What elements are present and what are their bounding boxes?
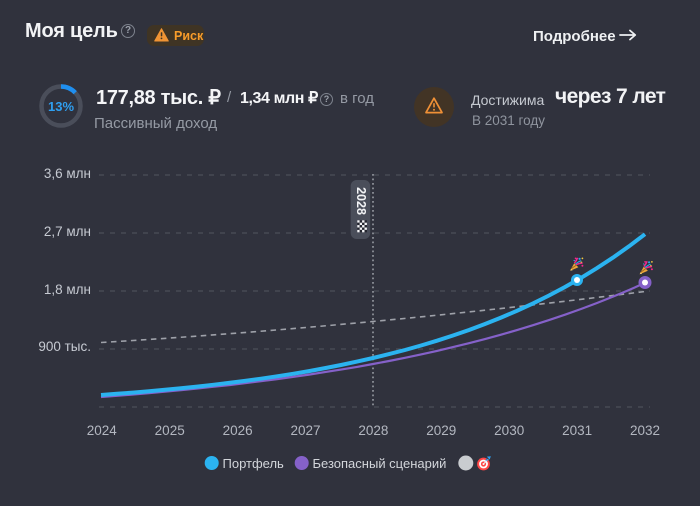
svg-text:2026: 2026 <box>223 423 253 438</box>
svg-text:2027: 2027 <box>290 423 320 438</box>
svg-text:2024: 2024 <box>87 423 118 438</box>
svg-text:2,7 млн: 2,7 млн <box>44 224 91 239</box>
svg-text:2028: 2028 <box>354 187 368 215</box>
svg-text:Безопасный сценарий: Безопасный сценарий <box>313 456 447 471</box>
svg-text:2029: 2029 <box>426 423 456 438</box>
svg-text:2028: 2028 <box>358 423 388 438</box>
svg-text:Портфель: Портфель <box>223 456 285 471</box>
svg-text:1,8 млн: 1,8 млн <box>44 282 91 297</box>
svg-text:2030: 2030 <box>494 423 524 438</box>
svg-text:2031: 2031 <box>562 423 592 438</box>
svg-text:3,6 млн: 3,6 млн <box>44 166 91 181</box>
svg-text:2032: 2032 <box>630 423 660 438</box>
svg-text:13%: 13% <box>48 99 74 114</box>
svg-text:900 тыс.: 900 тыс. <box>38 339 91 354</box>
svg-text:2025: 2025 <box>155 423 185 438</box>
